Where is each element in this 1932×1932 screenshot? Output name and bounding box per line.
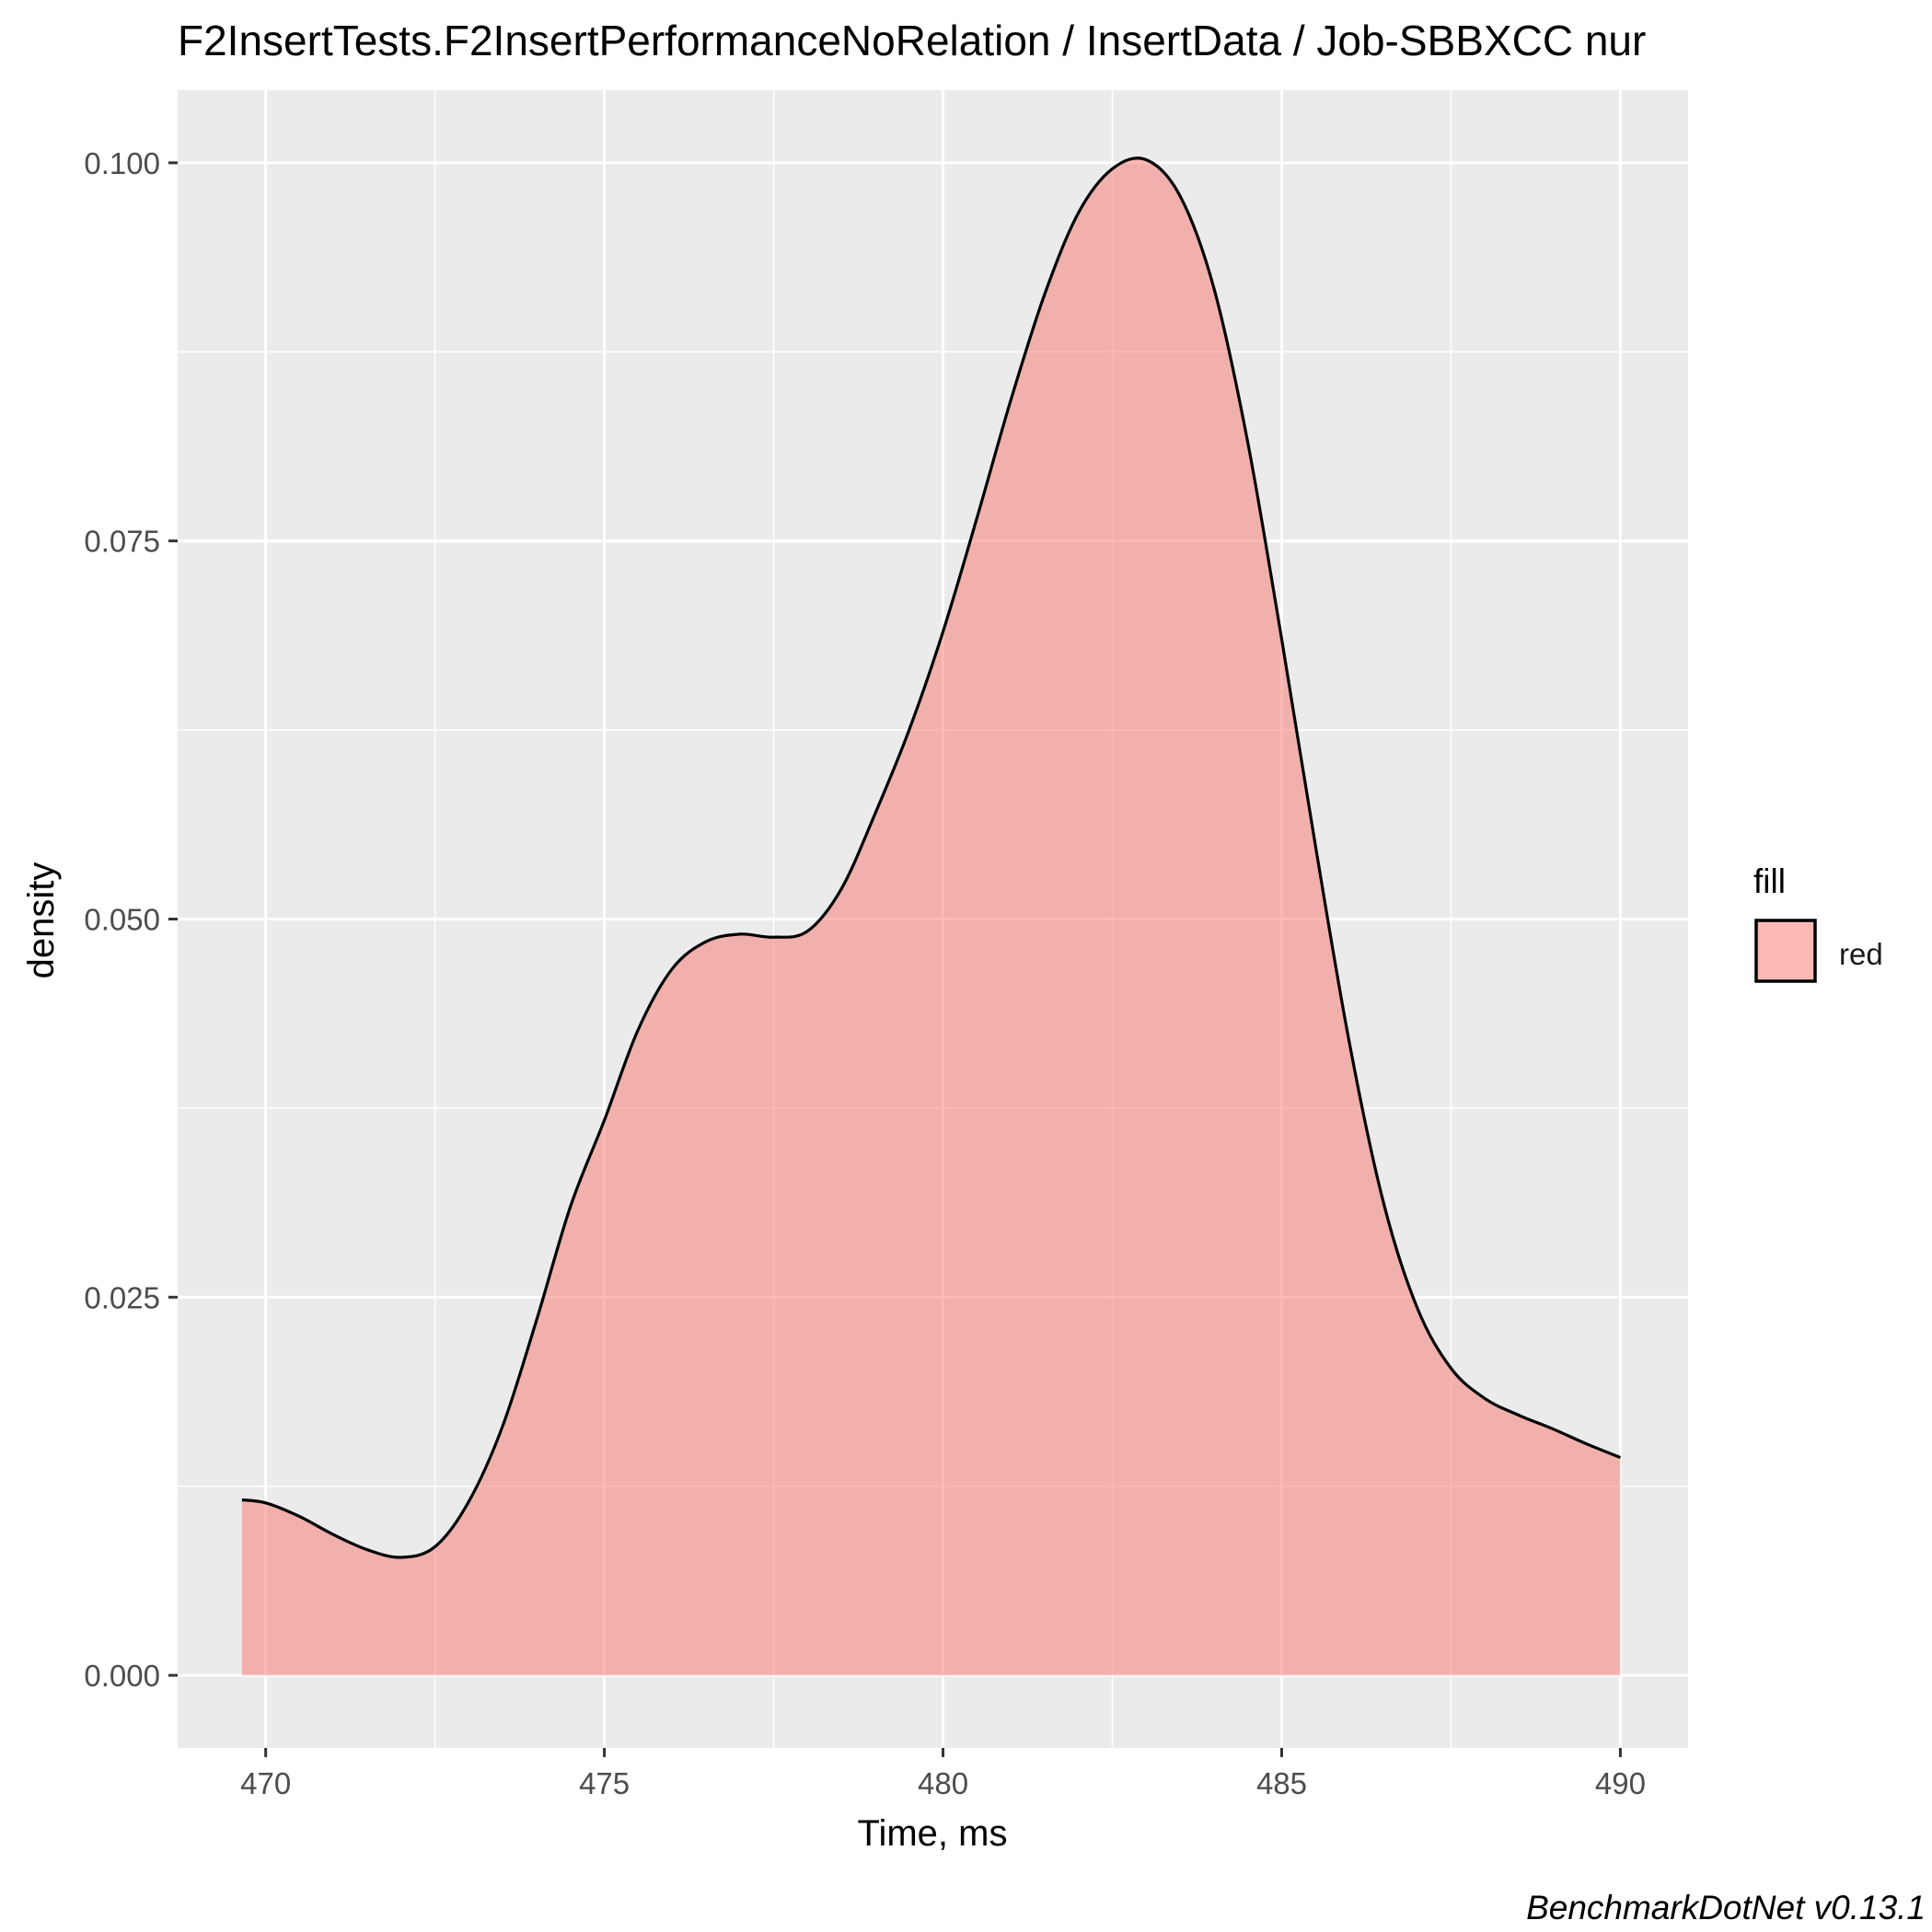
x-tick-label: 470 bbox=[240, 1766, 291, 1800]
y-tick-label: 0.050 bbox=[84, 903, 160, 937]
caption: BenchmarkDotNet v0.13.1 bbox=[1526, 1889, 1926, 1926]
legend-label-red: red bbox=[1839, 937, 1883, 971]
density-area bbox=[241, 157, 1621, 1676]
legend-key-red bbox=[1754, 919, 1817, 983]
x-tick-label: 480 bbox=[918, 1766, 968, 1800]
density-line bbox=[241, 156, 1622, 1559]
y-tick-label: 0.100 bbox=[84, 146, 160, 180]
y-tick-label: 0.075 bbox=[84, 525, 160, 559]
chart-title: F2InsertTests.F2InsertPerformanceNoRelat… bbox=[178, 17, 1646, 64]
x-tick-label: 485 bbox=[1256, 1766, 1307, 1800]
x-axis-label: Time, ms bbox=[858, 1813, 1008, 1854]
y-axis-label: density bbox=[21, 862, 62, 979]
y-tick-label: 0.025 bbox=[84, 1280, 160, 1314]
y-tick-label: 0.000 bbox=[84, 1659, 160, 1693]
legend: fill red bbox=[1753, 862, 1883, 983]
x-tick-label: 490 bbox=[1595, 1766, 1646, 1800]
x-tick-label: 475 bbox=[579, 1766, 630, 1800]
y-axis: 0.000 0.025 0.050 0.075 0.100 bbox=[84, 146, 178, 1693]
legend-title: fill bbox=[1753, 862, 1786, 900]
x-axis: 470 475 480 485 490 bbox=[240, 1748, 1646, 1800]
